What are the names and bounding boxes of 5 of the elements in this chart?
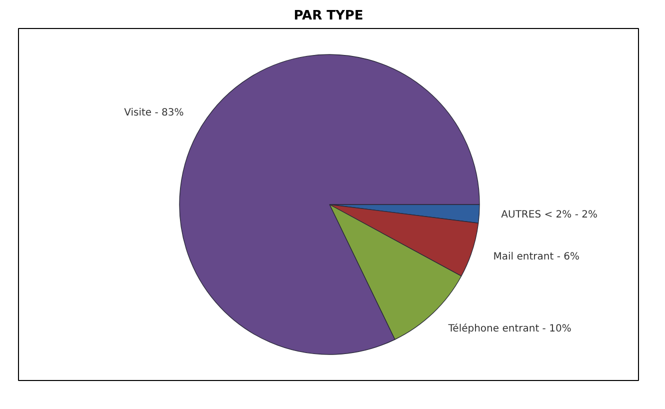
slice-label: Téléphone entrant - 10% (447, 323, 572, 334)
slice-label: Mail entrant - 6% (493, 252, 580, 263)
slice-label: AUTRES < 2% - 2% (501, 210, 598, 221)
chart-title: PAR TYPE (294, 8, 364, 24)
slice-label: Visite - 83% (124, 108, 184, 119)
